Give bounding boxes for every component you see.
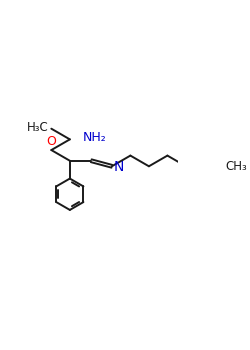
Text: CH₃: CH₃ (225, 160, 247, 173)
Text: N: N (114, 160, 124, 174)
Text: H₃C: H₃C (27, 121, 48, 134)
Text: NH₂: NH₂ (83, 131, 107, 144)
Text: O: O (46, 135, 56, 148)
